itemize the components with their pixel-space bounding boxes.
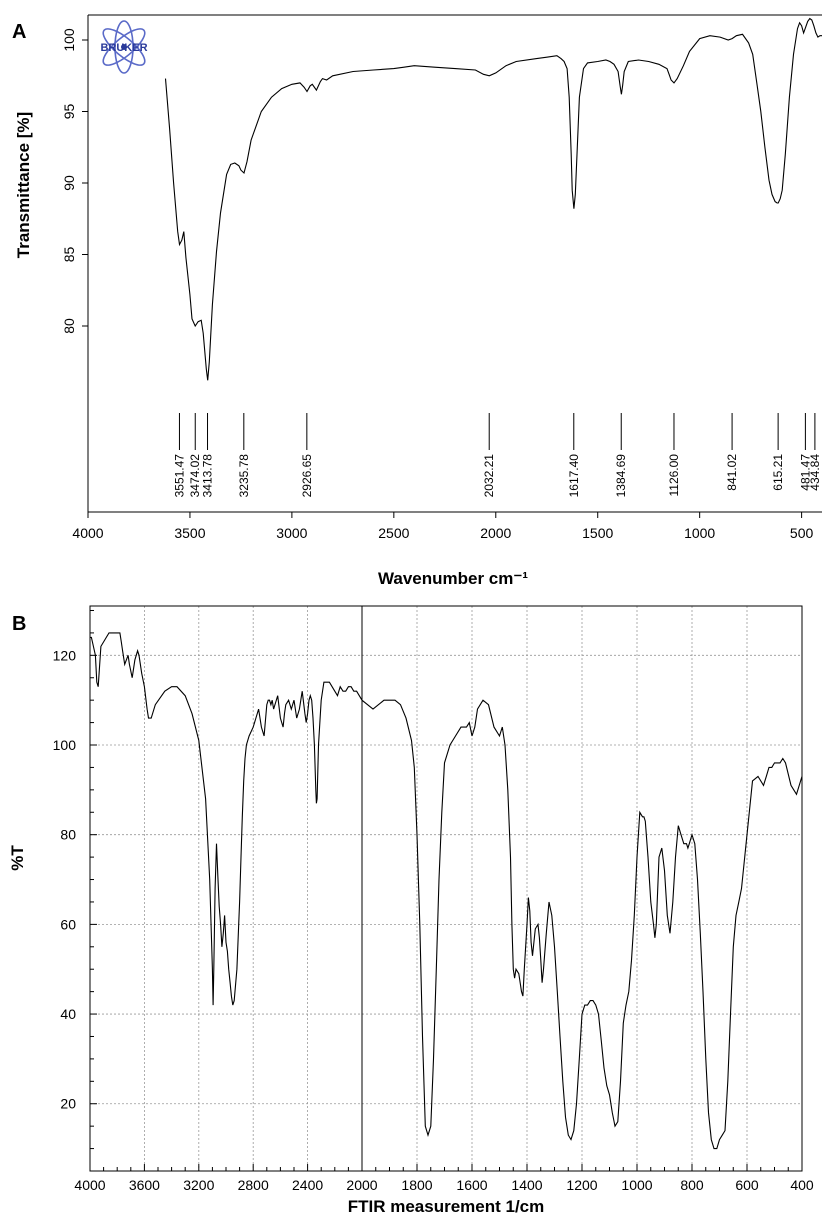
panel-b-x-tick-label: 1800: [401, 1177, 432, 1193]
panel-b-grid: [90, 606, 802, 1171]
panel-a-x-tick-label: 2000: [480, 525, 511, 541]
panel-a-x-tick-label: 1500: [582, 525, 613, 541]
panel-a-x-tick-label: 2500: [378, 525, 409, 541]
panel-b-letter: B: [12, 613, 26, 635]
panel-b-spectrum-line: [90, 633, 802, 1149]
panel-b-x-tick-label: 2800: [238, 1177, 269, 1193]
panel-a-y-tick-label: 80: [61, 318, 77, 334]
panel-b-y-tick-label: 40: [60, 1006, 76, 1022]
panel-a-x-tick-label: 1000: [684, 525, 715, 541]
panel-b-x-axis-title: FTIR measurement 1/cm: [348, 1197, 545, 1216]
panel-b-x-tick-label: 1400: [511, 1177, 542, 1193]
peak-label: 3413.78: [201, 454, 215, 498]
panel-a-x-ticks: 4000 3500 3000 2500 2000 1500 1000 500: [72, 512, 813, 541]
panel-b-x-tick-label: 1200: [566, 1177, 597, 1193]
panel-b-x-tick-label: 1600: [456, 1177, 487, 1193]
panel-b: B 4000 3600 3200 2800 2400 2000 1800 1600 1400 12…: [8, 606, 814, 1216]
panel-b-y-tick-label: 120: [53, 647, 77, 663]
panel-a-y-tick-label: 100: [61, 28, 77, 52]
peak-label: 1384.69: [614, 454, 628, 498]
panel-b-y-tick-label: 80: [60, 827, 76, 843]
bruker-logo-text: BRUKER: [100, 42, 147, 54]
panel-a-x-axis-title: Wavenumber cm⁻¹: [378, 569, 528, 588]
bruker-logo: BRUKER: [91, 16, 157, 78]
panel-b-x-tick-label: 400: [790, 1177, 814, 1193]
peak-label: 2926.65: [300, 454, 314, 498]
panel-b-x-tick-label: 3200: [183, 1177, 214, 1193]
panel-b-x-tick-label: 3600: [129, 1177, 160, 1193]
peak-label: 3235.78: [237, 454, 251, 498]
panel-b-x-tick-label: 2000: [346, 1177, 377, 1193]
panel-a-y-tick-label: 95: [61, 104, 77, 120]
panel-b-frame: [90, 606, 802, 1171]
panel-b-x-ticks: 4000 3600 3200 2800 2400 2000 1800 1600 1400 1200…: [74, 1164, 813, 1193]
panel-b-x-tick-label: 1000: [621, 1177, 652, 1193]
panel-a-y-axis-title: Transmittance [%]: [14, 112, 33, 258]
panel-a-x-tick-label: 3000: [276, 525, 307, 541]
panel-b-x-tick-label: 600: [735, 1177, 759, 1193]
panel-b-x-tick-label: 800: [680, 1177, 704, 1193]
panel-a-x-tick-label: 3500: [174, 525, 205, 541]
peak-label: 841.02: [725, 454, 739, 491]
panel-b-x-tick-label: 2400: [292, 1177, 323, 1193]
peak-label: 2032.21: [482, 454, 496, 498]
panel-a-y-tick-label: 90: [61, 175, 77, 191]
peak-label: 1617.40: [567, 454, 581, 498]
peak-label: 1126.00: [667, 454, 681, 497]
panel-b-y-tick-label: 60: [60, 916, 76, 932]
peak-label: 615.21: [771, 454, 785, 491]
panel-b-y-tick-label: 20: [60, 1096, 76, 1112]
panel-a: A BRUKER 4000 3500 3000 2500 2000 1500 1000 500…: [12, 15, 822, 588]
peak-label: 3551.47: [172, 454, 186, 498]
panel-a-y-ticks: 100 95 90 85 80: [61, 28, 88, 334]
panel-a-x-tick-label: 500: [790, 525, 814, 541]
panel-a-letter: A: [12, 21, 26, 43]
panel-b-y-axis-title: %T: [8, 845, 27, 871]
panel-b-x-tick-label: 4000: [74, 1177, 105, 1193]
panel-a-spectrum-line: [166, 19, 822, 381]
peak-label: 434.84: [808, 454, 822, 491]
panel-b-y-tick-label: 100: [53, 737, 77, 753]
panel-a-y-tick-label: 85: [61, 247, 77, 263]
panel-a-x-tick-label: 4000: [72, 525, 103, 541]
